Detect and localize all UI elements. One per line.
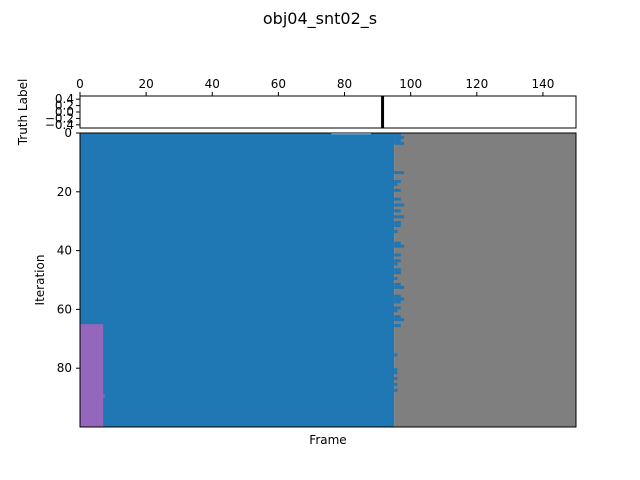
main-y-tick-labels: 0 20 40 60 80: [57, 126, 80, 375]
truth-label-ylabel: Truth Label: [16, 79, 30, 147]
x-axis-label: Frame: [309, 433, 346, 447]
heatmap-row-extension: [394, 271, 401, 275]
chart-title: obj04_snt02_s: [263, 9, 377, 29]
heatmap-row-extension: [394, 268, 401, 272]
top-y-tick-label: 0.2: [55, 99, 74, 113]
truth-marker: [381, 96, 385, 128]
heatmap-row-extension: [394, 138, 401, 142]
heatmap-row-extension: [394, 180, 401, 183]
heatmap-row-extension: [394, 277, 398, 280]
heatmap-region-no-prediction: [394, 133, 576, 427]
heatmap-row-extension: [394, 133, 401, 136]
main-y-tick-label: 0: [64, 126, 72, 140]
heatmap-row-extension: [394, 209, 401, 213]
top-x-tick-label: 80: [337, 77, 352, 91]
heatmap-row-extension: [394, 203, 405, 207]
heatmap-other-extension: [103, 394, 105, 398]
top-x-tick-label: 0: [76, 77, 84, 91]
heatmap-row-extension: [394, 253, 401, 257]
heatmap-row-extension: [394, 285, 405, 289]
heatmap-row-extension: [394, 241, 401, 245]
heatmap-header-notch: [331, 133, 371, 135]
heatmap-row-extension: [394, 224, 401, 228]
heatmap-row-extension: [394, 188, 401, 192]
heatmap-frame: [79, 132, 577, 428]
heatmap-row-extension: [394, 141, 405, 145]
top-x-tick-label: 120: [465, 77, 488, 91]
heatmap-row-extension: [394, 315, 401, 319]
truth-label-plot-area: [79, 95, 577, 129]
top-y-tick-labels: −0.4−0.20.00.20.4: [45, 92, 80, 132]
heatmap-row-extension: [394, 353, 398, 357]
heatmap-row-extension: [394, 368, 398, 372]
heatmap-row-extension: [394, 382, 398, 386]
heatmap-row-extension: [394, 297, 405, 301]
heatmap-row-extension: [394, 388, 398, 392]
top-x-tick-label: 100: [399, 77, 422, 91]
top-x-tick-label: 20: [138, 77, 153, 91]
top-x-tick-label: 60: [271, 77, 286, 91]
heatmap-row-extension: [394, 262, 398, 266]
main-y-tick-label: 40: [57, 244, 72, 258]
heatmap-row-extension: [394, 318, 405, 322]
heatmap-row-extension: [394, 371, 398, 375]
truth-label-axes: 0 20 40 60 80 100 120 140 −0.4−0.20.00.20.4 Tru…: [16, 77, 577, 147]
heatmap-row-extension: [394, 309, 398, 313]
heatmap-region-predicted: [80, 133, 395, 427]
top-y-tick-label: −0.2: [45, 111, 74, 125]
heatmap-region-other-class: [80, 324, 104, 427]
heatmap-row-extension: [394, 377, 398, 380]
main-y-tick-label: 60: [57, 302, 72, 316]
heatmap-row-extension: [394, 221, 401, 225]
heatmap-row-extension: [394, 197, 401, 201]
heatmap-row-extension: [394, 259, 401, 263]
top-x-tick-labels: 0 20 40 60 80 100 120 140: [76, 77, 554, 96]
y-axis-label: Iteration: [33, 255, 47, 306]
main-y-tick-label: 20: [57, 185, 72, 199]
heatmap-row-extension: [394, 182, 398, 186]
heatmap-row-extension: [394, 135, 405, 139]
heatmap-row-extension: [394, 282, 401, 286]
heatmap-row-extension: [394, 215, 405, 219]
heatmap-cells: [80, 133, 576, 427]
heatmap-row-extension: [394, 230, 398, 233]
main-y-tick-label: 80: [57, 361, 72, 375]
top-y-tick-label: 0.0: [55, 105, 74, 119]
top-x-tick-label: 140: [531, 77, 554, 91]
heatmap-row-extension: [394, 171, 405, 175]
iteration-heatmap-axes: 0 20 40 60 80 Frame Iteration: [33, 126, 577, 447]
top-y-tick-label: −0.4: [45, 118, 74, 132]
heatmap-row-extension: [394, 244, 405, 248]
heatmap-row-extension: [394, 306, 401, 310]
heatmap-row-extension: [394, 324, 401, 328]
heatmap-row-extension: [394, 300, 401, 304]
top-x-tick-label: 40: [205, 77, 220, 91]
top-y-tick-label: 0.4: [55, 92, 74, 106]
heatmap-row-extension: [394, 294, 401, 298]
